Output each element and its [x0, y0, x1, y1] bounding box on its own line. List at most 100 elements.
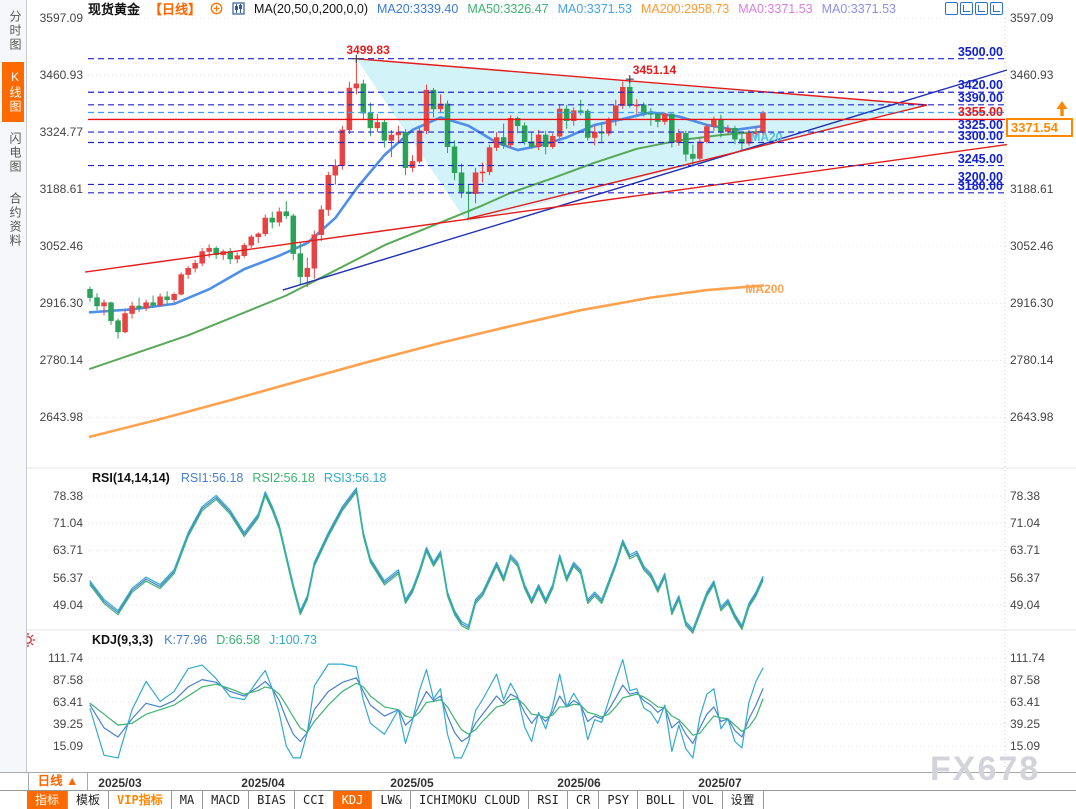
toolbar-item-KDJ[interactable]: KDJ: [333, 791, 373, 809]
watermark: FX678: [930, 750, 1041, 788]
candlestick-chart-icon[interactable]: [232, 2, 245, 15]
annotation-MA200: MA200: [745, 282, 785, 297]
main-y-axis-label-right: 3597.09: [1010, 11, 1054, 25]
price-level-label: 3180.00: [957, 178, 1003, 193]
kdj-panel-header: KDJ(9,3,3) K:77.96 D:66.58 J:100.73: [92, 633, 317, 647]
kdj-y-axis-label-right: 63.41: [1010, 694, 1041, 709]
indicator-toolbar: 指标 模板 VIP指标 MA MACD BIAS CCI KDJ LW& ICHIMOKU CLO…: [0, 790, 1076, 809]
rsi-y-axis-label-right: 49.04: [1010, 597, 1041, 612]
add-circle-icon[interactable]: [210, 2, 223, 15]
toolbar-item-设置[interactable]: 设置: [723, 791, 764, 809]
rsi-title: RSI(14,14,14): [92, 471, 170, 485]
main-y-axis-label-right: 2916.30: [1010, 296, 1054, 311]
toolbar-item-LW&[interactable]: LW&: [372, 791, 412, 809]
main-y-axis-label-left: 3460.93: [39, 68, 83, 83]
main-y-axis-label-right: 2643.98: [1010, 410, 1054, 425]
main-y-axis-label-left: 3188.61: [39, 182, 83, 197]
x-axis-month-2025/07: 2025/07: [698, 776, 742, 790]
sidebar-tab-K线图[interactable]: K线图: [2, 62, 24, 122]
main-y-axis-label-left: 3052.46: [39, 239, 83, 254]
toolbar-item-CCI[interactable]: CCI: [295, 791, 334, 809]
triangle-lower-red: [466, 104, 928, 220]
period-selector[interactable]: 日线 ▲: [28, 773, 88, 790]
left-sidebar: 分时图 K线图闪电图合约资料: [0, 0, 27, 809]
main-chart-header: 现货黄金 【日线】 MA(20,50,0,200,0,0) MA20:3339.…: [88, 0, 896, 18]
toolbar-item-CR[interactable]: CR: [568, 791, 600, 809]
kdj-y-axis-label-left: 63.41: [52, 694, 83, 709]
sidebar-tab-闪电图[interactable]: 闪电图: [8, 132, 22, 174]
kdj-y-axis-label-left: 87.58: [52, 672, 83, 687]
sidebar-tab-分时图[interactable]: 分时图: [8, 10, 22, 52]
ma-value: MA50:3326.47: [467, 1, 549, 16]
sidebar-tab-合约资料[interactable]: 合约资料: [8, 192, 22, 248]
current-price-box: 3371.54: [1006, 117, 1073, 137]
main-y-axis-label-left: 3324.77: [39, 125, 83, 140]
main-y-axis-label-right: 3052.46: [1010, 239, 1054, 254]
ma-value: MA20:3339.40: [377, 1, 459, 16]
symbol-title: 现货黄金: [88, 2, 141, 17]
ma-parameters: MA(20,50,0,200,0,0): [254, 1, 368, 16]
kdj-y-axis-label-right: 15.09: [1010, 738, 1041, 753]
rsi-value: RSI3:56.18: [323, 471, 387, 485]
chart-toolbuttons: [945, 2, 1003, 15]
time-axis-row: 日线 ▲ 2025/03 2025/04 2025/05 2025/06 2025/07: [0, 772, 1076, 790]
y-axis-scale-icon[interactable]: [960, 2, 973, 15]
price-level-label: 3300.00: [957, 128, 1003, 143]
annotation-3499.83: 3499.83: [346, 42, 390, 57]
annotation-3451.14: 3451.14: [632, 63, 677, 78]
pan-icon[interactable]: [945, 2, 958, 15]
x-axis-month-2025/06: 2025/06: [557, 776, 601, 790]
toolbar-item-BIAS[interactable]: BIAS: [249, 791, 295, 809]
kdj-y-axis-label-left: 111.74: [48, 651, 83, 665]
x-axis-scale-icon[interactable]: [975, 2, 988, 15]
rsi-y-axis-label-left: 78.38: [52, 489, 83, 503]
ascending-support-navy: [282, 69, 1008, 291]
main-y-axis-label-right: 3460.93: [1010, 68, 1054, 83]
ma-value: MA0:3371.53: [821, 1, 896, 16]
toolbar-item-ICHIMOKU CLOUD[interactable]: ICHIMOKU CLOUD: [411, 791, 530, 809]
price-level-label: 3245.00: [957, 151, 1003, 166]
toolbar-item-模板[interactable]: 模板: [68, 791, 110, 809]
toolbar-item-MA[interactable]: MA: [172, 791, 204, 809]
rsi-y-axis-label-right: 56.37: [1010, 570, 1041, 585]
toolbar-item-MACD[interactable]: MACD: [203, 791, 250, 809]
ma-value: MA200:2958.73: [640, 1, 730, 16]
kdj-y-axis-label-right: 111.74: [1010, 651, 1045, 665]
toolbar-item-RSI[interactable]: RSI: [529, 791, 568, 809]
price-level-label: 3325.00: [957, 118, 1003, 133]
rsi-panel-header: RSI(14,14,14) RSI1:56.18 RSI2:56.18 RSI3:5…: [92, 471, 386, 485]
toolbar-item-VIP指标[interactable]: VIP指标: [109, 791, 172, 809]
toolbar-item-指标[interactable]: 指标: [27, 791, 69, 809]
main-y-axis-label-right: 2780.14: [1010, 353, 1054, 368]
kdj-y-axis-label-right: 87.58: [1010, 672, 1041, 687]
ma-value: MA0:3371.53: [738, 1, 813, 16]
main-y-axis-label-left: 2780.14: [39, 353, 83, 368]
kdj-value: D:66.58: [216, 633, 261, 647]
rsi-y-axis-label-left: 49.04: [52, 597, 83, 612]
rsi-value: RSI2:56.18: [252, 471, 315, 485]
price-level-label: 3500.00: [957, 44, 1003, 59]
rsi-y-axis-label-right: 71.04: [1010, 516, 1041, 531]
main-y-axis-label-left: 2643.98: [39, 410, 83, 425]
exit-fullscreen-icon[interactable]: [990, 2, 1003, 15]
rsi-y-axis-label-left: 56.37: [52, 570, 83, 585]
kdj-y-axis-label-right: 39.25: [1010, 716, 1041, 731]
kdj-value: J:100.73: [269, 633, 317, 647]
toolbar-item-VOL[interactable]: VOL: [684, 791, 723, 809]
price-level-label: 3390.00: [957, 90, 1003, 105]
kdj-y-axis-label-left: 15.09: [52, 738, 83, 753]
kdj-values: K:77.96 D:66.58 J:100.73: [164, 633, 317, 647]
rsi-y-axis-label-right: 78.38: [1010, 489, 1041, 503]
rsi-y-axis-label-left: 63.71: [52, 543, 83, 558]
main-y-axis-label-left: 3597.09: [39, 11, 83, 25]
toolbar-item-BOLL[interactable]: BOLL: [638, 791, 684, 809]
price-level-label: 3355.00: [957, 105, 1003, 120]
ma-values: MA20:3339.40 MA50:3326.47 MA0:3371.53 MA200…: [377, 2, 896, 16]
toolbar-item-PSY[interactable]: PSY: [599, 791, 639, 809]
triangle-upper-red: [356, 58, 928, 106]
rsi-value: RSI1:56.18: [180, 471, 244, 485]
kdj-value: K:77.96: [164, 633, 208, 647]
x-axis-month-2025/05: 2025/05: [390, 776, 434, 790]
annotation-MA20: MA20: [750, 129, 783, 144]
